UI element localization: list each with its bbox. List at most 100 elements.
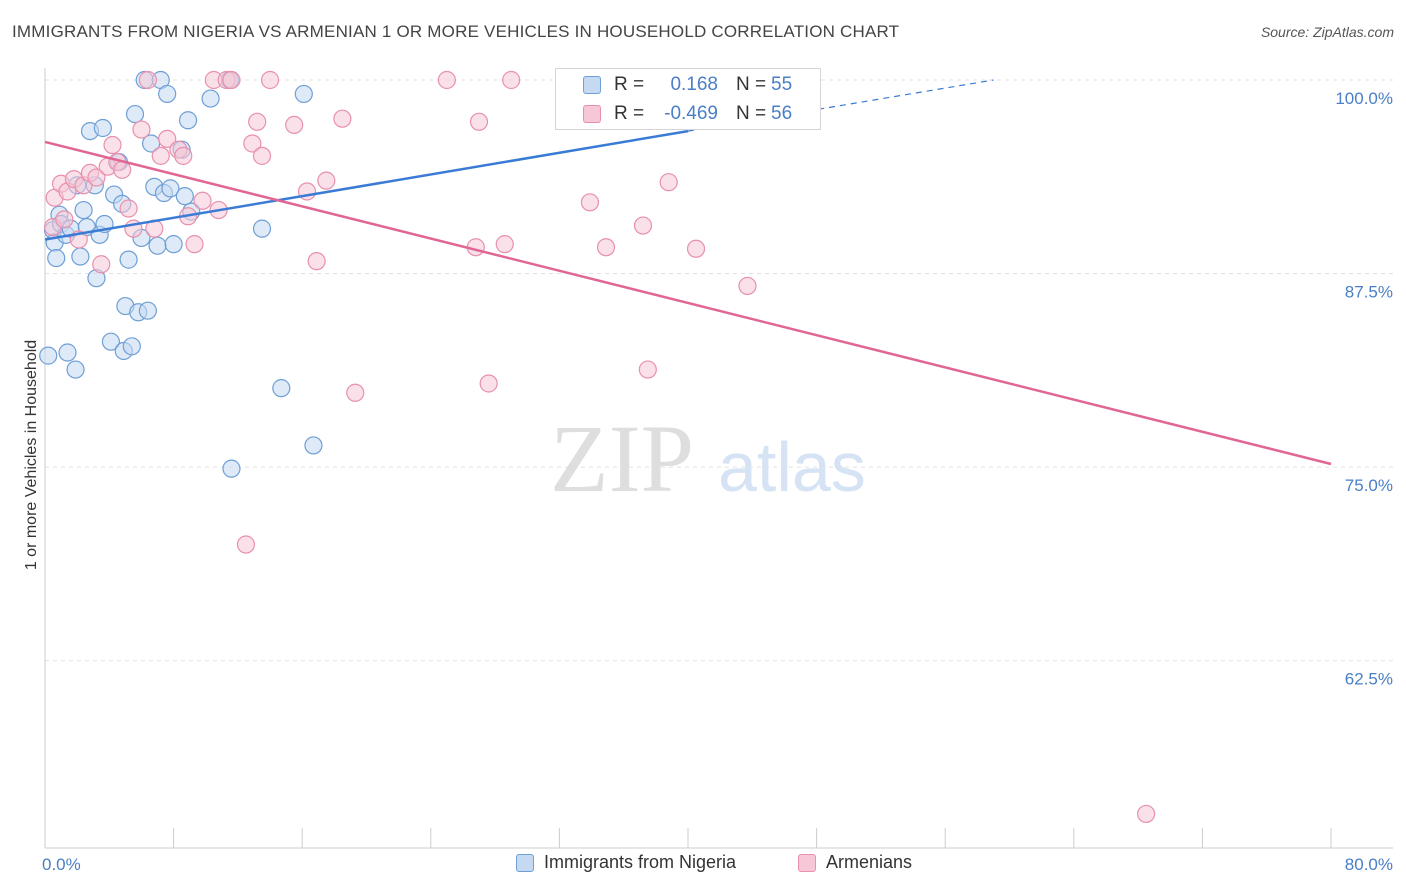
data-point <box>138 70 157 90</box>
data-point <box>294 84 313 104</box>
data-point <box>93 118 112 138</box>
trend-line-nigeria <box>44 129 689 241</box>
data-point <box>495 235 514 254</box>
data-point <box>175 187 194 206</box>
data-point <box>178 111 198 130</box>
r-value: 0.168 <box>670 74 718 95</box>
data-point <box>148 236 167 255</box>
data-point <box>55 210 74 229</box>
n-value: 55 <box>771 74 793 95</box>
data-point <box>437 70 456 90</box>
r-label: R = <box>614 74 645 95</box>
data-point <box>222 70 241 90</box>
x-tick-label-min: 0.0% <box>42 855 81 874</box>
data-point <box>132 120 151 139</box>
legend-swatch-nigeria <box>516 853 534 872</box>
r-value: -0.469 <box>664 103 718 124</box>
data-point <box>119 199 138 218</box>
tick-labels: 100.0% 87.5% 75.0% 62.5% 0.0% 80.0% <box>42 89 1393 874</box>
data-point <box>158 129 177 148</box>
n-value: 56 <box>771 103 793 124</box>
stats-row-armenians: R = -0.469 N = 56 <box>556 100 822 128</box>
stats-row-nigeria: R = 0.168 N = 55 <box>556 71 822 99</box>
data-point <box>58 343 77 362</box>
watermark-zip: ZIP <box>550 405 694 512</box>
data-point <box>161 179 180 198</box>
trend-lines <box>44 79 1332 466</box>
watermark: ZIP atlas <box>550 405 866 512</box>
chart-title: IMMIGRANTS FROM NIGERIA VS ARMENIAN 1 OR… <box>12 22 900 41</box>
data-point <box>633 216 653 235</box>
n-label: N = <box>736 74 767 95</box>
data-point <box>307 252 326 271</box>
data-point <box>201 89 220 108</box>
data-point <box>138 301 157 320</box>
r-label: R = <box>614 103 645 124</box>
data-point <box>686 239 706 258</box>
trend-line-nigeria-extension <box>687 79 994 132</box>
n-label: N = <box>736 103 767 124</box>
data-point <box>333 109 352 128</box>
nigeria-swatch <box>583 76 601 94</box>
data-point <box>304 436 323 455</box>
series-nigeria-points <box>39 70 701 478</box>
data-point <box>87 168 106 187</box>
y-tick-label: 62.5% <box>1345 670 1393 689</box>
data-point <box>174 146 193 165</box>
stats-legend: R = 0.168 N = 55 R = -0.469 N = 56 <box>555 68 821 130</box>
legend-item-nigeria: Immigrants from Nigeria <box>516 852 736 873</box>
data-point <box>222 459 241 478</box>
data-point <box>638 360 657 379</box>
data-point <box>103 135 122 155</box>
data-point <box>125 104 145 124</box>
data-point <box>260 70 280 90</box>
data-point <box>39 346 58 365</box>
data-point <box>236 535 256 554</box>
armenians-swatch <box>583 105 601 123</box>
data-point <box>151 146 170 165</box>
y-tick-label: 87.5% <box>1345 283 1393 302</box>
y-axis-label: 1 or more Vehicles in Household <box>23 340 40 570</box>
data-point <box>122 337 141 356</box>
source-label: Source: ZipAtlas.com <box>1260 24 1394 40</box>
legend-swatch-armenians <box>798 853 816 872</box>
data-point <box>243 134 262 153</box>
data-point <box>252 146 272 165</box>
data-point <box>738 276 757 296</box>
data-point <box>317 171 336 190</box>
data-point <box>71 247 90 266</box>
data-point <box>252 219 272 238</box>
axes <box>44 68 1393 849</box>
series-armenians-points <box>43 70 1156 824</box>
data-point <box>92 255 111 274</box>
data-point <box>1137 804 1156 824</box>
data-point <box>47 248 66 268</box>
data-point <box>659 173 678 192</box>
data-point <box>101 332 121 351</box>
legend-label-nigeria: Immigrants from Nigeria <box>544 852 737 872</box>
data-point <box>74 200 93 220</box>
legend-label-armenians: Armenians <box>826 852 913 872</box>
watermark-atlas: atlas <box>718 428 866 506</box>
grid-lines <box>45 79 1393 662</box>
data-point <box>479 374 498 393</box>
data-point <box>248 112 267 131</box>
data-point <box>158 84 177 104</box>
data-point <box>272 379 291 398</box>
data-point <box>502 70 521 90</box>
data-point <box>164 235 183 254</box>
x-tick-label-max: 80.0% <box>1345 855 1393 874</box>
data-point <box>185 235 204 254</box>
trend-line-armenians <box>44 140 1332 466</box>
bottom-legend: Immigrants from Nigeria Armenians <box>0 852 1406 878</box>
data-point <box>346 383 365 402</box>
y-tick-label: 75.0% <box>1345 476 1393 495</box>
data-point <box>285 115 304 135</box>
data-point <box>580 193 600 212</box>
data-point <box>469 112 489 131</box>
legend-item-armenians: Armenians <box>798 852 912 873</box>
data-point <box>596 238 616 257</box>
data-point <box>193 191 212 210</box>
data-point <box>66 360 85 379</box>
